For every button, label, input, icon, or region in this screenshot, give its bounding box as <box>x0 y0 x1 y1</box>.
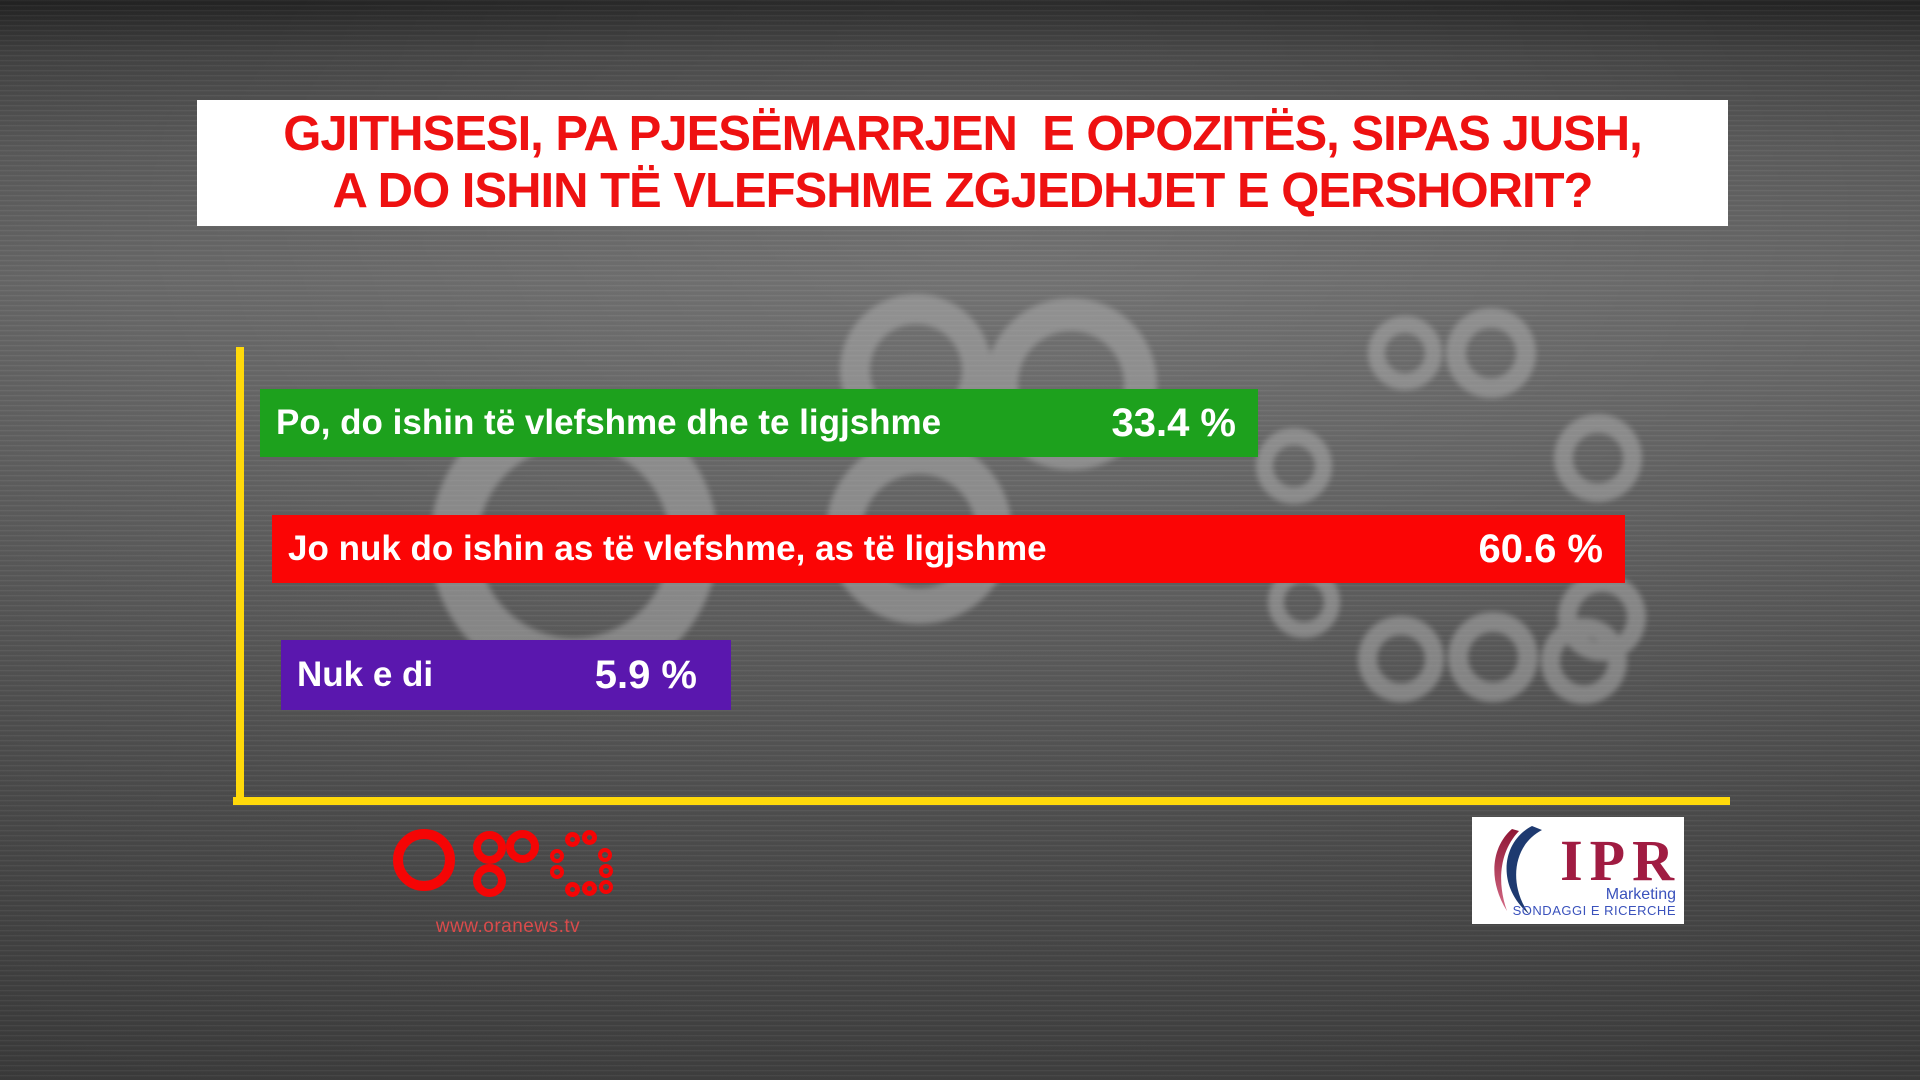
oranews-logo-ring <box>565 882 580 897</box>
bar-label: Nuk e di <box>297 655 434 694</box>
watermark-ring <box>1541 618 1627 704</box>
bar-label: Jo nuk do ishin as të vlefshme, as të li… <box>288 529 1047 568</box>
answer-bar-jo: Jo nuk do ishin as të vlefshme, as të li… <box>272 515 1625 583</box>
ipr-subtitle-marketing: Marketing <box>1605 886 1676 903</box>
answer-bar-po: Po, do ishin të vlefshme dhe te ligjshme… <box>260 389 1258 457</box>
ipr-swoosh-icon <box>1494 826 1542 915</box>
oranews-logo-ring <box>599 864 613 878</box>
question-title-box: GJITHSESI, PA PJESËMARRJEN E OPOZITËS, S… <box>197 100 1728 226</box>
oranews-logo-ring <box>506 830 539 863</box>
oranews-logo-ring <box>393 829 455 891</box>
oranews-logo-ring <box>565 832 580 847</box>
watermark-ring <box>1446 308 1536 398</box>
answer-bar-nuk-e-di: Nuk e di 5.9 % <box>281 640 731 710</box>
question-title-line-2: A DO ISHIN TË VLEFSHME ZGJEDHJET E QERSH… <box>332 164 1594 218</box>
watermark-ring <box>1368 316 1442 390</box>
oranews-logo-ring <box>598 848 612 862</box>
ipr-wordmark: IPR <box>1560 828 1681 893</box>
oranews-logo-ring <box>550 865 564 879</box>
watermark-ring <box>1448 612 1538 702</box>
bar-value: 5.9 % <box>594 652 697 697</box>
oranews-logo-ring <box>582 881 597 896</box>
watermark-ring <box>1256 428 1332 504</box>
oranews-logo-ring <box>473 831 506 864</box>
bar-value: 60.6 % <box>1478 526 1603 571</box>
watermark-ring <box>1554 414 1642 502</box>
oranews-logo-ring <box>550 849 564 863</box>
oranews-logo-ring <box>473 864 506 897</box>
bar-value: 33.4 % <box>1111 400 1236 445</box>
bar-label: Po, do ishin të vlefshme dhe te ligjshme <box>276 403 942 442</box>
oranews-logo-icon <box>393 826 623 906</box>
oranews-logo-ring <box>599 880 613 894</box>
y-axis-line <box>236 347 244 805</box>
watermark-ring <box>1358 616 1444 702</box>
oranews-logo-ring <box>582 830 597 845</box>
x-axis-line <box>233 797 1730 805</box>
question-title-line-1: GJITHSESI, PA PJESËMARRJEN E OPOZITËS, S… <box>283 107 1643 161</box>
ipr-subtitle-sondaggi: SONDAGGI E RICERCHE <box>1512 903 1676 918</box>
oranews-url: www.oranews.tv <box>435 916 581 937</box>
ipr-logo: IPR Marketing SONDAGGI E RICERCHE <box>1472 817 1684 924</box>
